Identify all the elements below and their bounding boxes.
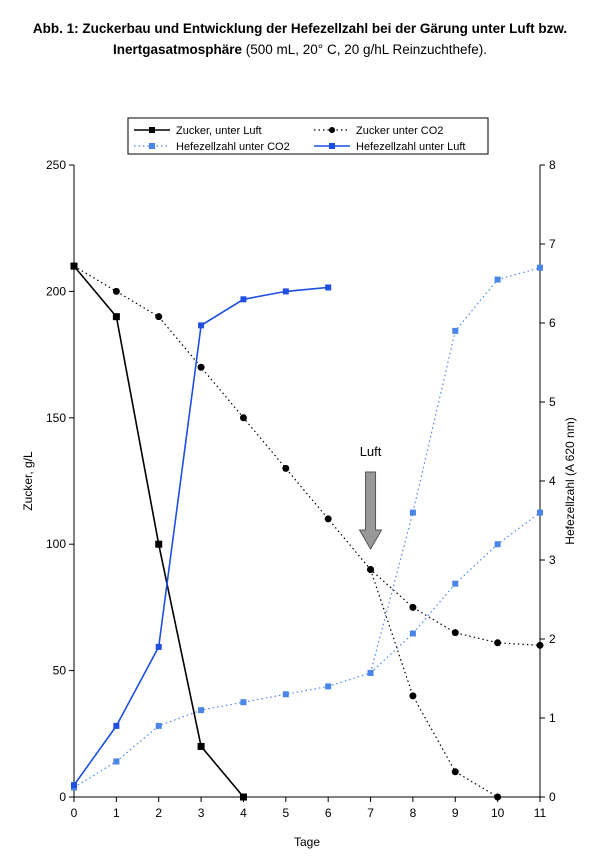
series-point-4 (537, 264, 543, 271)
series-point-5 (282, 288, 289, 295)
x-tick-label: 4 (240, 806, 247, 820)
series-point-5 (71, 782, 77, 789)
legend-label: Zucker, unter Luft (176, 125, 262, 137)
y-tick-label: 50 (53, 664, 67, 678)
series-line-0 (73, 265, 245, 798)
chart-title-bold: Abb. 1: Zuckerbau und Entwicklung der He… (32, 21, 568, 57)
chart-title-normal: (500 mL, 20° C, 20 g/hL Reinzuchthefe). (242, 42, 488, 57)
annotation-label: Luft (360, 444, 382, 459)
series-point-1 (282, 464, 290, 472)
series-point-2 (451, 768, 459, 776)
series-point-0 (112, 313, 120, 321)
series-line-3 (73, 512, 541, 789)
x-tick-label: 8 (410, 806, 417, 820)
y2-tick-label: 4 (549, 474, 556, 488)
y-tick-label: 250 (46, 158, 66, 172)
x-tick-label: 3 (198, 806, 205, 820)
y2-tick-label: 1 (549, 711, 556, 725)
chart-title: Abb. 1: Zuckerbau und Entwicklung der He… (0, 18, 600, 60)
series-point-5 (113, 722, 120, 729)
series-line-1 (73, 265, 541, 646)
series-point-5 (240, 296, 247, 303)
series-point-1 (536, 641, 544, 649)
legend-swatch-marker (149, 127, 155, 133)
series-point-2 (409, 692, 417, 700)
y2-tick-label: 2 (549, 632, 556, 646)
legend-swatch-marker (149, 143, 155, 149)
y2-axis-label: Hefezellzahl (A 620 nm) (563, 417, 577, 544)
series-point-3 (409, 630, 416, 637)
y2-tick-label: 5 (549, 395, 556, 409)
y2-tick-label: 6 (549, 316, 556, 330)
series-point-5 (155, 643, 162, 650)
annotation-arrow (358, 471, 383, 550)
series-point-5 (325, 284, 332, 291)
series-point-3 (155, 722, 162, 729)
series-point-3 (240, 699, 247, 706)
legend-box (127, 117, 489, 155)
series-point-4 (494, 276, 501, 283)
series-point-1 (70, 262, 78, 270)
y-tick-label: 150 (46, 411, 66, 425)
series-point-4 (452, 327, 459, 334)
y2-tick-label: 0 (549, 790, 556, 804)
x-axis-label: Tage (294, 835, 320, 849)
x-tick-label: 1 (113, 806, 120, 820)
series-point-3 (113, 758, 120, 765)
y-tick-label: 100 (46, 537, 66, 551)
series-point-3 (452, 580, 459, 587)
y-tick-label: 0 (59, 790, 66, 804)
series-point-1 (324, 515, 332, 523)
legend-swatch-marker (329, 143, 335, 149)
series-point-1 (494, 639, 502, 647)
series-line-2 (369, 569, 498, 798)
legend-label: Zucker unter CO2 (356, 125, 443, 137)
series-point-2 (494, 793, 502, 801)
x-tick-label: 2 (155, 806, 162, 820)
y2-tick-label: 7 (549, 237, 556, 251)
series-point-3 (494, 541, 501, 548)
legend-swatch-marker (329, 127, 335, 133)
series-point-1 (155, 313, 163, 321)
y2-tick-label: 3 (549, 553, 556, 567)
x-tick-label: 0 (71, 806, 78, 820)
series-point-0 (239, 793, 247, 801)
series-point-3 (198, 707, 205, 714)
series-point-5 (198, 322, 205, 329)
series-point-1 (409, 603, 417, 611)
x-tick-label: 7 (367, 806, 374, 820)
series-point-4 (367, 669, 374, 676)
x-tick-label: 9 (452, 806, 459, 820)
series-point-1 (451, 629, 459, 637)
series-point-3 (537, 509, 543, 516)
x-tick-label: 5 (282, 806, 289, 820)
x-tick-label: 11 (534, 806, 547, 820)
x-tick-label: 6 (325, 806, 332, 820)
series-point-0 (155, 540, 163, 548)
series-point-1 (239, 414, 247, 422)
series-point-0 (197, 742, 205, 750)
y-tick-label: 200 (46, 284, 66, 298)
series-point-2 (367, 565, 375, 573)
y2-tick-label: 8 (549, 158, 556, 172)
series-point-1 (112, 287, 120, 295)
series-point-3 (325, 683, 332, 690)
series-point-4 (409, 509, 416, 516)
legend-label: Hefezellzahl unter Luft (356, 141, 465, 153)
series-point-1 (197, 363, 205, 371)
series-point-3 (282, 691, 289, 698)
legend-label: Hefezellzahl unter CO2 (176, 141, 290, 153)
y-axis-label: Zucker, g/L (21, 451, 35, 511)
x-tick-label: 10 (491, 806, 505, 820)
